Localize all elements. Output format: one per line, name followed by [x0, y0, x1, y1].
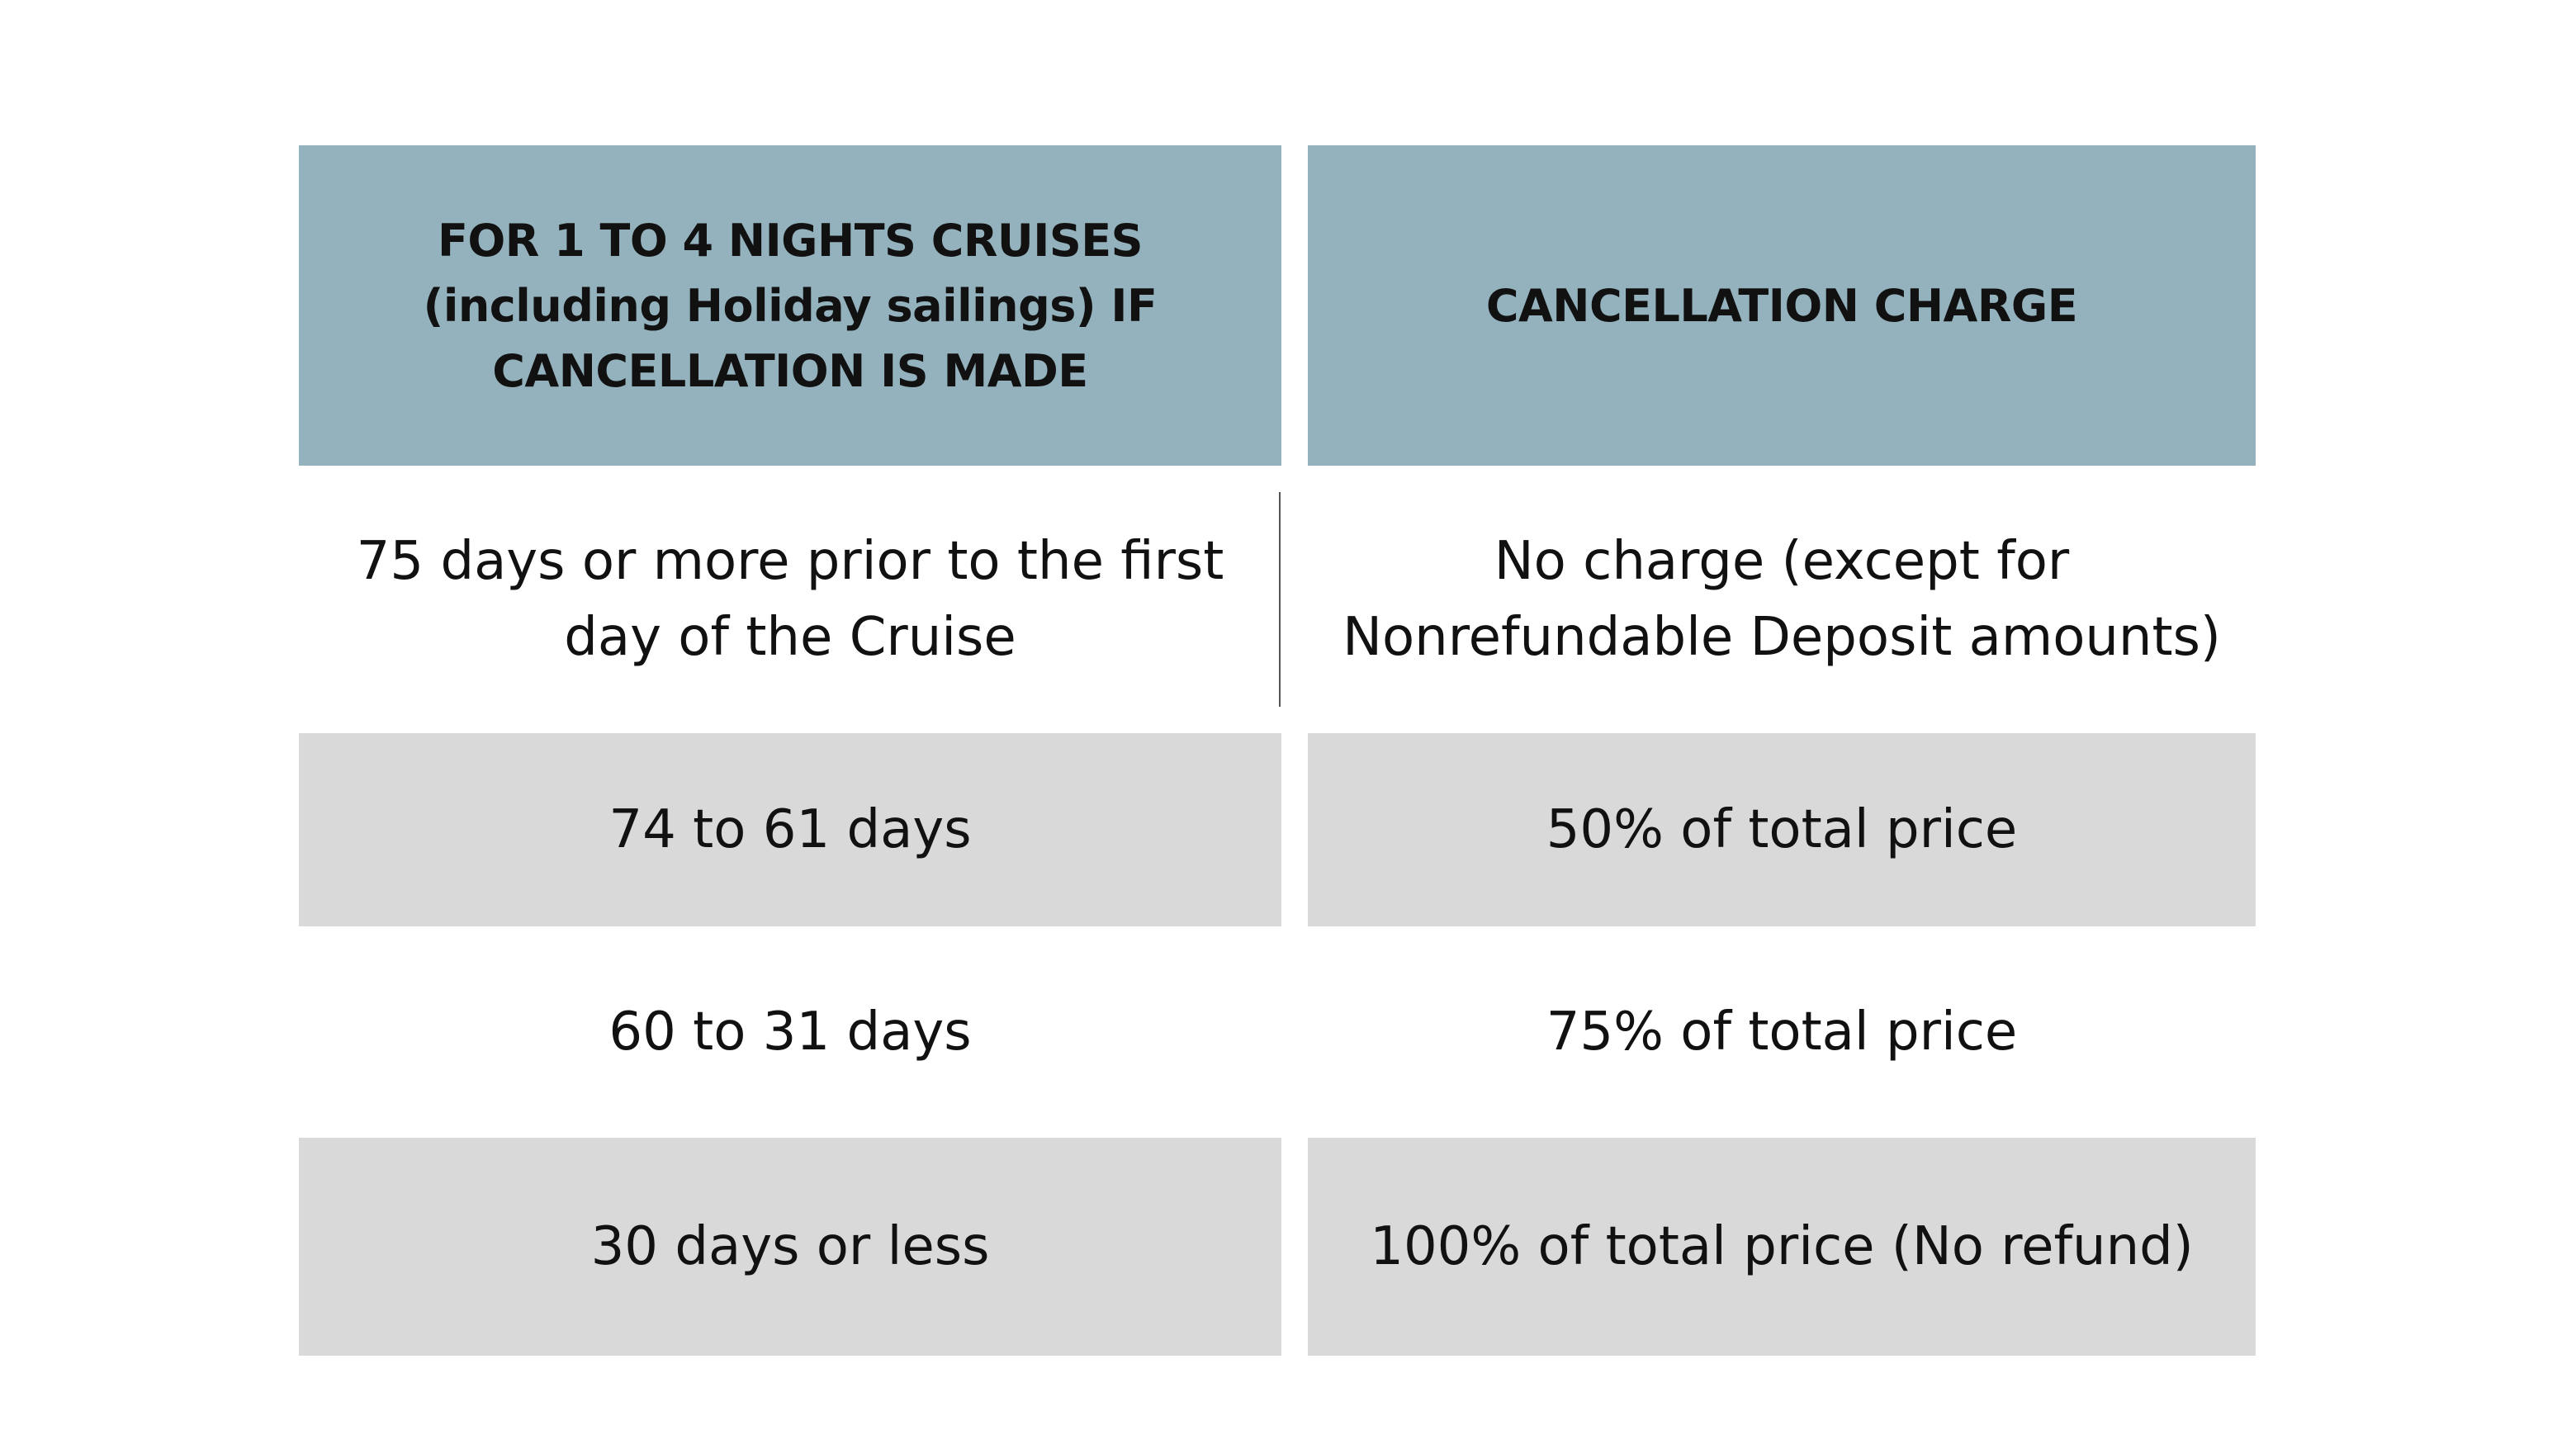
row-4-timing: 30 days or less	[590, 1216, 990, 1277]
row-3-timing: 60 to 31 days	[608, 1002, 972, 1063]
row-2-timing: 74 to 61 days	[608, 799, 972, 860]
row-3-charge-cell: 75% of total price	[1308, 926, 2256, 1138]
header-cell-timing: FOR 1 TO 4 NIGHTS CRUISES (including Hol…	[299, 145, 1281, 466]
row-4-charge-cell: 100% of total price (No refund)	[1308, 1138, 2256, 1356]
row-3-timing-cell: 60 to 31 days	[299, 926, 1281, 1138]
row-2-charge: 50% of total price	[1546, 799, 2018, 860]
row-1-timing: 75 days or more prior to the first day o…	[356, 531, 1224, 668]
row-4-charge: 100% of total price (No refund)	[1370, 1216, 2194, 1277]
row-1-charge-cell: No charge (except for Nonrefundable Depo…	[1308, 492, 2256, 707]
row-1-timing-cell: 75 days or more prior to the first day o…	[299, 492, 1281, 707]
column-divider	[1279, 492, 1281, 707]
row-1-charge: No charge (except for Nonrefundable Depo…	[1342, 531, 2221, 668]
row-2-charge-cell: 50% of total price	[1308, 733, 2256, 926]
row-4-timing-cell: 30 days or less	[299, 1138, 1281, 1356]
row-3-charge: 75% of total price	[1546, 1002, 2018, 1063]
header-charge-label: CANCELLATION CHARGE	[1485, 279, 2078, 332]
header-cell-charge: CANCELLATION CHARGE	[1308, 145, 2256, 466]
header-timing-label: FOR 1 TO 4 NIGHTS CRUISES (including Hol…	[423, 214, 1158, 397]
row-2-timing-cell: 74 to 61 days	[299, 733, 1281, 926]
